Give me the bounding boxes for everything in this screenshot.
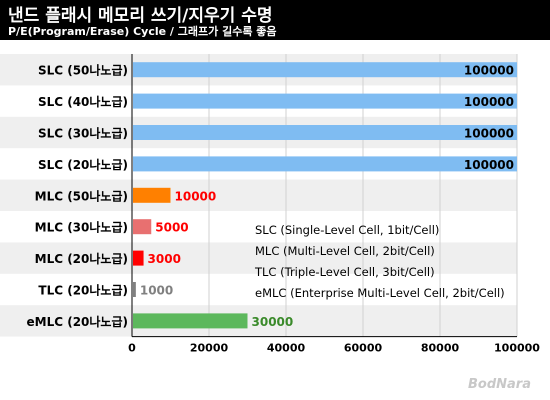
value-label: 3000 bbox=[148, 252, 181, 266]
value-label: 30000 bbox=[252, 315, 294, 329]
annotation-text: eMLC (Enterprise Multi-Level Cell, 2bit/… bbox=[255, 286, 505, 300]
category-label: SLC (30나노급) bbox=[38, 126, 128, 141]
x-tick-label: 20000 bbox=[190, 342, 229, 355]
value-label: 1000 bbox=[140, 284, 173, 298]
category-label: TLC (20나노급) bbox=[38, 283, 128, 298]
chart-title: 낸드 플래시 메모리 쓰기/지우기 수명 bbox=[8, 6, 273, 26]
row-band bbox=[0, 242, 517, 274]
value-label: 100000 bbox=[464, 95, 514, 109]
bodnara-logo: BodNara bbox=[468, 377, 531, 392]
x-tick-label: 60000 bbox=[344, 342, 383, 355]
bar bbox=[133, 282, 136, 297]
header-bar: 낸드 플래시 메모리 쓰기/지우기 수명 P/E(Program/Erase) … bbox=[0, 0, 550, 40]
value-label: 100000 bbox=[464, 127, 514, 141]
chart-subtitle: P/E(Program/Erase) Cycle / 그래프가 길수록 좋음 bbox=[8, 25, 277, 38]
bar bbox=[133, 250, 144, 266]
value-label: 10000 bbox=[175, 189, 217, 203]
category-label: MLC (20나노급) bbox=[35, 251, 128, 266]
row-band bbox=[0, 305, 517, 337]
row-band bbox=[0, 179, 517, 211]
category-label: SLC (20나노급) bbox=[38, 157, 128, 172]
annotation-text: TLC (Triple-Level Cell, 3bit/Cell) bbox=[254, 265, 435, 279]
value-label: 100000 bbox=[464, 64, 514, 78]
category-label: eMLC (20나노급) bbox=[27, 314, 129, 329]
bar bbox=[133, 313, 248, 329]
bar bbox=[133, 93, 517, 109]
value-label: 100000 bbox=[464, 158, 514, 172]
x-tick-label: 40000 bbox=[267, 342, 306, 355]
annotation-text: SLC (Single-Level Cell, 1bit/Cell) bbox=[255, 223, 439, 237]
category-label: MLC (50나노급) bbox=[35, 188, 128, 203]
bar bbox=[133, 62, 517, 78]
svg-text:BodNara: BodNara bbox=[468, 377, 531, 392]
x-tick-label: 80000 bbox=[421, 342, 460, 355]
annotation-text: MLC (Multi-Level Cell, 2bit/Cell) bbox=[255, 244, 435, 258]
bar bbox=[133, 125, 517, 140]
x-tick-label: 0 bbox=[128, 342, 136, 355]
bar bbox=[133, 156, 517, 172]
value-label: 5000 bbox=[155, 221, 188, 235]
category-label: MLC (30나노급) bbox=[35, 220, 128, 235]
category-label: SLC (40나노급) bbox=[38, 94, 128, 109]
bar bbox=[133, 187, 171, 203]
bar bbox=[133, 219, 152, 235]
category-label: SLC (50나노급) bbox=[38, 63, 128, 78]
x-tick-label: 100000 bbox=[494, 342, 540, 355]
